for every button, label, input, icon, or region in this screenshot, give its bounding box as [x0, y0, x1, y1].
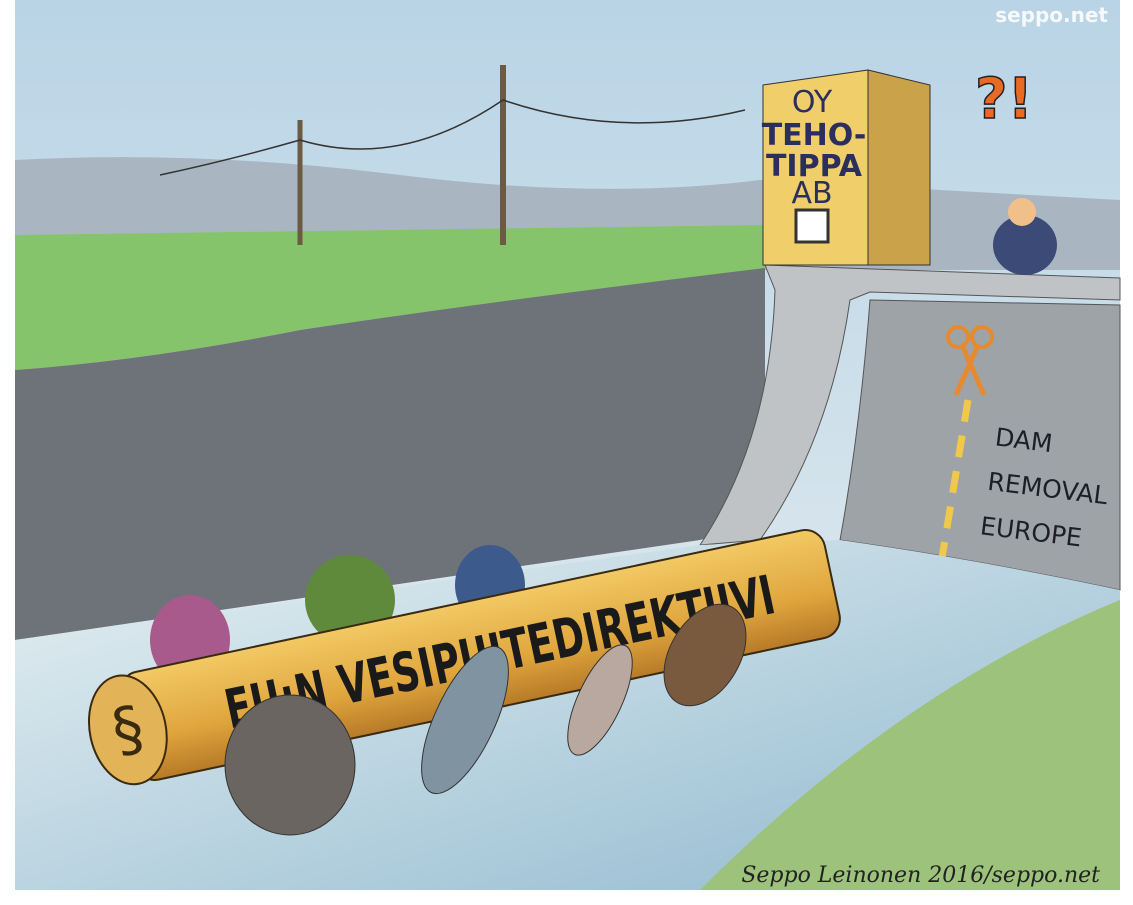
window	[796, 210, 828, 242]
seal	[225, 695, 355, 835]
building-side	[868, 70, 930, 265]
building-label: OY	[792, 85, 833, 120]
signature: Seppo Leinonen 2016/seppo.net	[741, 863, 1100, 888]
exclamation: ?!	[975, 67, 1033, 132]
man-head	[1008, 198, 1036, 226]
building-label: TEHO-	[762, 118, 867, 153]
cartoon: OY TEHO- TIPPA AB ?! DAM REMOVAL EUROPE …	[0, 0, 1133, 905]
building-label: AB	[791, 176, 832, 211]
page: Cartoon {"watermark": "seppo.net", "buil…	[0, 0, 1133, 905]
body: OY TEHO- TIPPA AB ?! DAM REMOVAL EUROPE …	[0, 0, 1133, 905]
watermark: seppo.net	[995, 3, 1108, 27]
